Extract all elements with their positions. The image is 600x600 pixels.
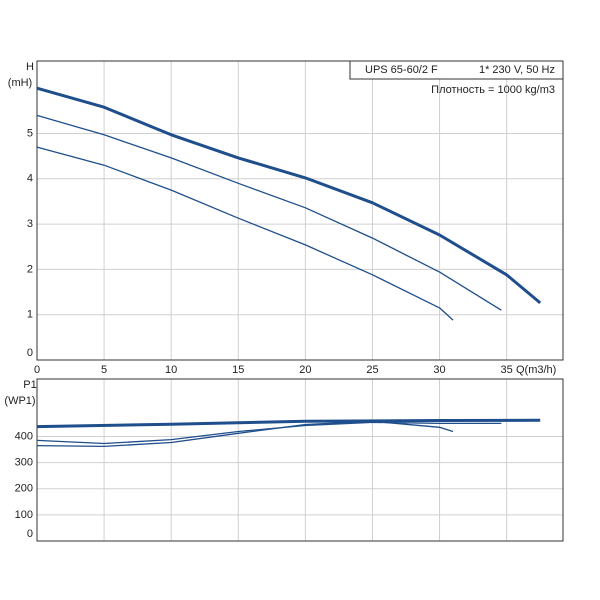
x-tick-label: 0: [34, 364, 40, 376]
curve: [36, 86, 542, 305]
y-axis-label: (WP1): [4, 395, 35, 407]
legend-supply: 1* 230 V, 50 Hz: [479, 64, 555, 76]
y-tick-label: 3: [27, 218, 33, 230]
plot-frame: [36, 60, 564, 361]
x-axis-label: Q(m3/h): [516, 364, 556, 376]
x-tick-label: 25: [366, 364, 378, 376]
y-tick-label: 200: [15, 483, 33, 495]
legend-title: UPS 65-60/2 F: [365, 64, 438, 76]
y-tick-label: 2: [27, 263, 33, 275]
y-tick-label: 100: [15, 509, 33, 521]
y-tick-label: 0: [27, 347, 33, 359]
y-axis-label-top: P1: [23, 379, 36, 391]
y-tick-label: 5: [27, 127, 33, 139]
y-tick-label: 400: [15, 430, 33, 442]
x-tick-label: 20: [299, 364, 311, 376]
y-tick-label: 300: [15, 457, 33, 469]
x-tick-label: 15: [232, 364, 244, 376]
y-axis-label-top: H: [26, 61, 34, 73]
y-axis-label: (mH): [8, 77, 32, 89]
plot-frame: [36, 378, 564, 542]
y-tick-label: 1: [27, 309, 33, 321]
curve: [36, 420, 454, 448]
curve: [36, 114, 502, 311]
x-tick-label: 5: [101, 364, 107, 376]
curve: [36, 146, 454, 321]
x-tick-label: 30: [433, 364, 445, 376]
legend-box: [349, 60, 564, 80]
y-tick-label: 0: [27, 528, 33, 540]
x-tick-label: 10: [165, 364, 177, 376]
curve: [36, 418, 541, 429]
y-tick-label: 4: [27, 173, 33, 185]
legend-density: Плотность = 1000 kg/m3: [431, 84, 555, 96]
x-tick-label: 35: [501, 364, 513, 376]
